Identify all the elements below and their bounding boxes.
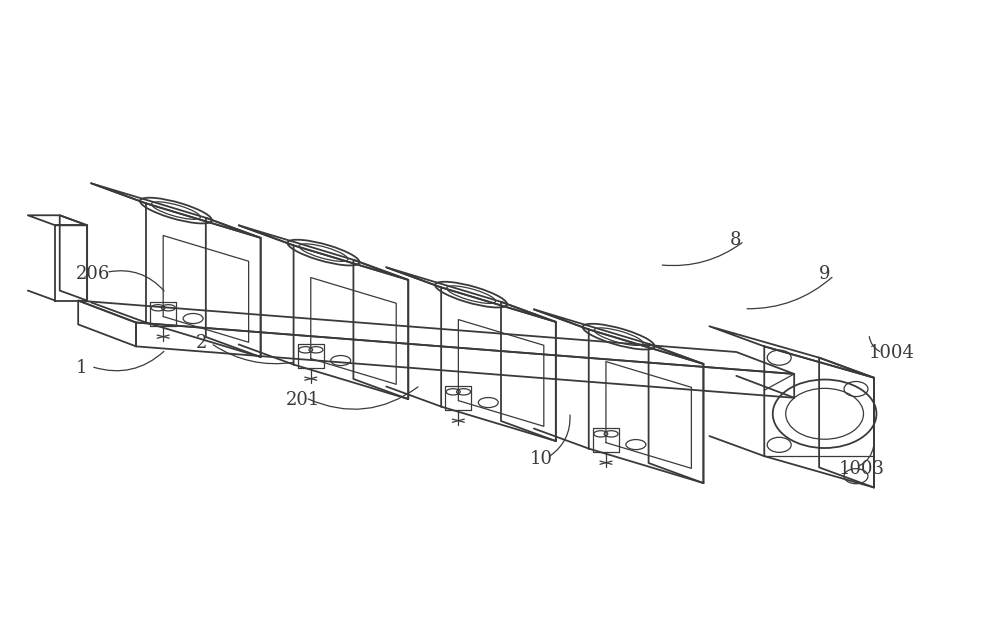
Text: 1004: 1004 <box>869 343 915 362</box>
Text: 1003: 1003 <box>839 460 885 478</box>
Text: 1: 1 <box>76 359 88 377</box>
Text: 2: 2 <box>196 335 207 352</box>
Text: 206: 206 <box>76 265 111 284</box>
Text: 9: 9 <box>819 265 831 284</box>
Text: 8: 8 <box>729 231 741 249</box>
Text: 201: 201 <box>286 391 320 409</box>
Text: 10: 10 <box>530 450 553 468</box>
